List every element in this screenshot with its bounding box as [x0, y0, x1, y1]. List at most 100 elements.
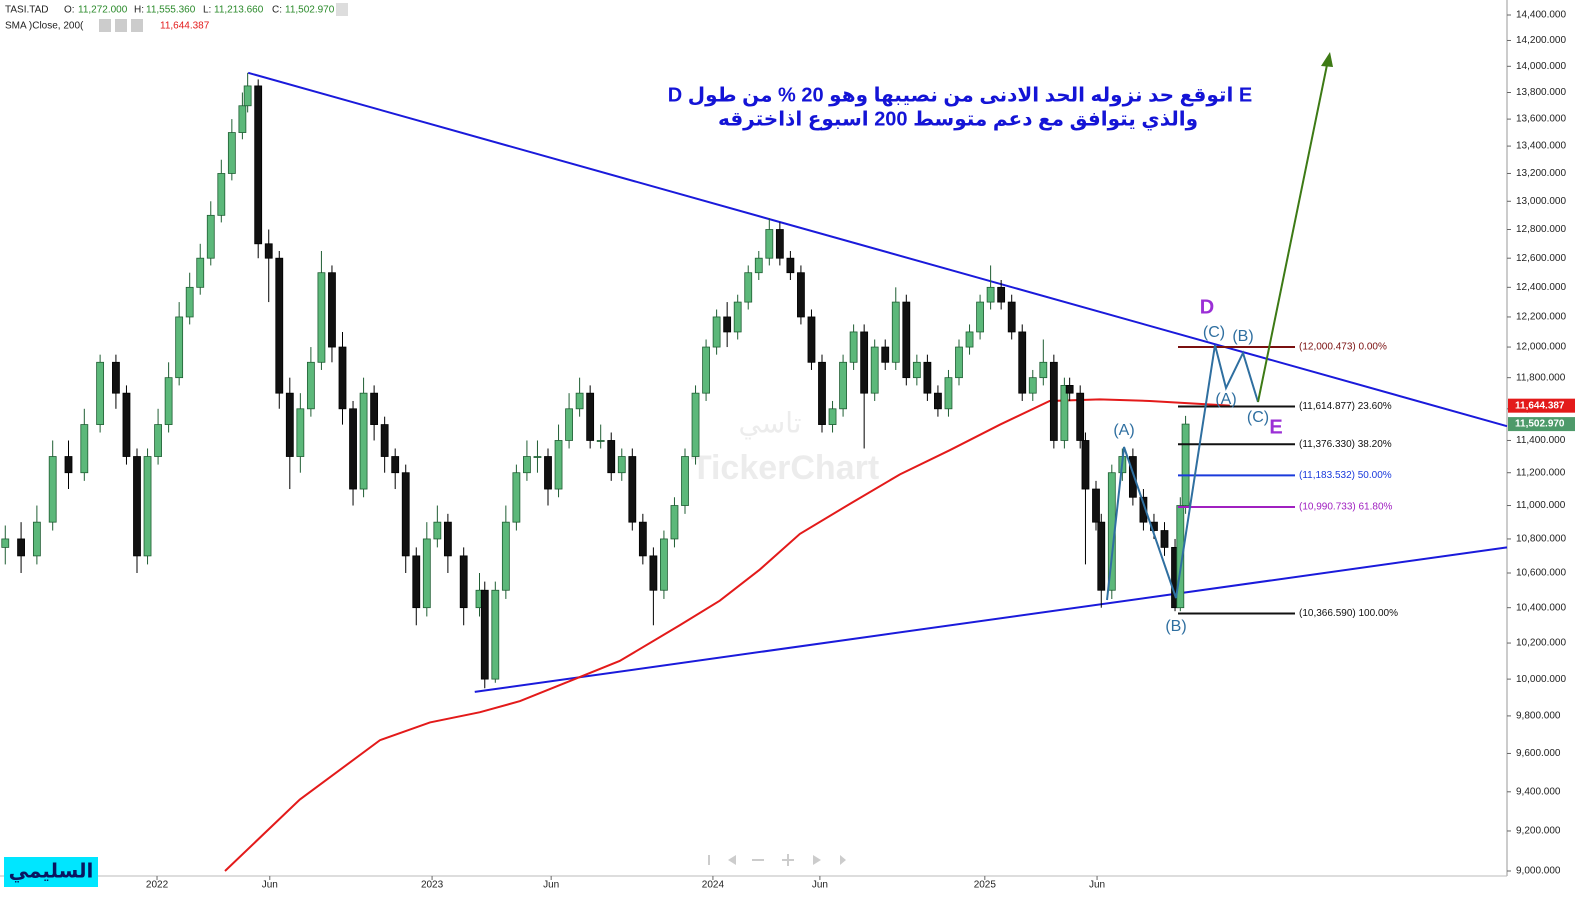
- candle-body: [96, 361, 105, 425]
- candle-body: [575, 392, 584, 410]
- candle-body: [596, 440, 605, 442]
- candle-body: [349, 408, 357, 490]
- nav-icon[interactable]: [813, 855, 821, 865]
- candle-body: [807, 316, 816, 363]
- ohlc-key: L:: [203, 5, 211, 16]
- wave-label: (A): [1113, 422, 1134, 439]
- y-tick-label: 14,200.000: [1516, 35, 1566, 46]
- candle-body: [227, 132, 236, 174]
- candle-body: [433, 521, 442, 540]
- candle-body: [660, 538, 668, 591]
- candle-body: [912, 361, 921, 379]
- candle-body: [607, 440, 616, 474]
- candle-body: [733, 301, 742, 333]
- candle-body: [818, 361, 826, 425]
- wave-label: E: [1269, 416, 1282, 438]
- wave-label: (C): [1247, 409, 1269, 426]
- ohlc-value: 11,272.000: [78, 5, 128, 16]
- candle-body: [849, 331, 858, 363]
- y-tick-label: 13,400.000: [1516, 141, 1566, 152]
- watermark: TickerChart تاسي: [691, 407, 879, 487]
- watermark-text: TickerChart: [691, 449, 879, 487]
- x-tick-label: Jun: [1089, 880, 1105, 891]
- ohlc-value: 11,555.360: [146, 5, 196, 16]
- candle-body: [412, 555, 421, 609]
- candle-body: [164, 377, 173, 425]
- y-tick-label: 9,200.000: [1516, 826, 1561, 837]
- y-tick-label: 10,600.000: [1516, 568, 1566, 579]
- candle-body: [491, 589, 500, 680]
- candle-body: [422, 538, 431, 609]
- fib-label: (12,000.473) 0.00%: [1299, 342, 1387, 353]
- candle-body: [285, 392, 294, 457]
- ohlc-value: 11,213.660: [214, 5, 264, 16]
- sma-price-tag-bg: [1508, 398, 1575, 413]
- candle-body: [997, 286, 1006, 303]
- annotation: E اتوقع حد نزوله الحد الادنى من نصيبها و…: [668, 84, 1252, 106]
- candle-body: [965, 331, 974, 348]
- nav-icon[interactable]: [840, 855, 846, 865]
- candle-body: [122, 392, 131, 457]
- settings-icon[interactable]: [115, 19, 127, 32]
- candle-body: [586, 392, 595, 441]
- fib-label: (11,183.532) 50.00%: [1299, 470, 1392, 481]
- nav-icon[interactable]: [708, 855, 710, 865]
- nav-icon[interactable]: [752, 859, 764, 861]
- x-tick-label: Jun: [812, 880, 828, 891]
- candle-body: [702, 346, 710, 394]
- candle-body: [338, 346, 347, 410]
- y-tick-label: 11,000.000: [1516, 500, 1566, 511]
- candle-body: [544, 456, 552, 490]
- last-price-tag: 11,502.970: [1515, 419, 1565, 430]
- candle-body: [870, 346, 879, 394]
- ohlc-value: 11,502.970: [285, 5, 335, 16]
- candle-body: [401, 472, 410, 557]
- candle-body: [1176, 505, 1185, 609]
- candle-body: [501, 521, 510, 591]
- settings-icon[interactable]: [99, 19, 111, 32]
- x-tick-label: 2023: [421, 880, 444, 891]
- sma-value: 11,644.387: [160, 21, 210, 32]
- candle-body: [712, 316, 721, 348]
- candle-body: [328, 272, 336, 348]
- candle-body: [80, 424, 89, 474]
- candle-body: [638, 521, 647, 557]
- candle-body: [839, 361, 847, 410]
- candle-body: [264, 243, 273, 259]
- candle-body: [175, 316, 184, 379]
- candle-body: [617, 456, 626, 474]
- candle-body: [765, 229, 774, 259]
- candle-body: [902, 301, 911, 379]
- y-tick-label: 12,200.000: [1516, 312, 1566, 323]
- candle-body: [1139, 496, 1148, 523]
- y-tick-label: 13,200.000: [1516, 168, 1566, 179]
- fib-label: (10,990.733) 61.80%: [1299, 502, 1393, 513]
- nav-icon[interactable]: [728, 855, 736, 865]
- sma-name: SMA )Close, 200(: [5, 21, 84, 32]
- candle-body: [670, 505, 679, 540]
- trendline: [474, 546, 1508, 693]
- symbol: TASI.TAD: [5, 5, 49, 16]
- header-icon[interactable]: [336, 3, 348, 16]
- sma-price-tag: 11,644.387: [1515, 400, 1565, 411]
- wave-label: (B): [1165, 618, 1186, 635]
- y-tick-label: 12,600.000: [1516, 253, 1566, 264]
- candle-body: [554, 440, 563, 490]
- candle-body: [443, 521, 452, 557]
- candle-body: [512, 472, 521, 523]
- candle-body: [628, 456, 637, 523]
- y-tick-label: 9,800.000: [1516, 711, 1561, 722]
- candle-body: [1181, 423, 1190, 506]
- candle-body: [797, 272, 805, 318]
- close-icon[interactable]: [131, 19, 143, 32]
- candle-body: [955, 346, 963, 379]
- wave-path: [1106, 344, 1259, 601]
- nav-icon[interactable]: [787, 854, 789, 866]
- candle-body: [1097, 521, 1106, 591]
- x-tick-label: 2025: [974, 880, 997, 891]
- candle-body: [681, 456, 689, 506]
- wave-label: (C): [1203, 324, 1225, 341]
- candle-body: [1160, 530, 1169, 548]
- candle-body: [1081, 440, 1090, 490]
